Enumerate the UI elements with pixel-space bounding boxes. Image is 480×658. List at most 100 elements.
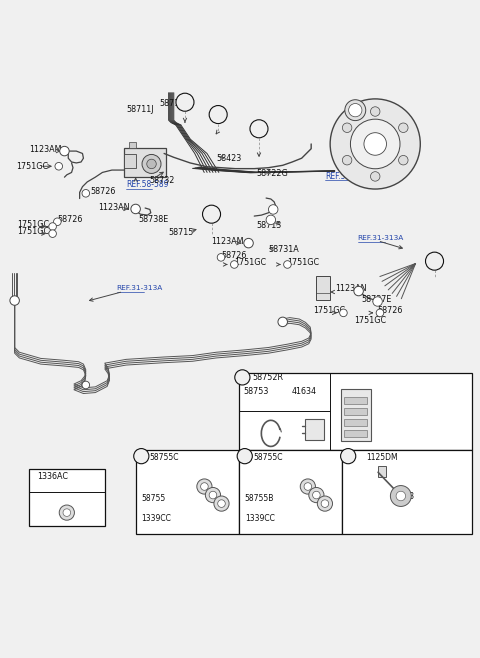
Circle shape [317, 496, 333, 511]
Text: b: b [139, 451, 144, 461]
Text: 58752R: 58752R [252, 373, 283, 382]
Circle shape [309, 488, 324, 503]
Bar [344, 397, 367, 404]
Circle shape [425, 252, 444, 270]
Text: 1751GC: 1751GC [17, 227, 49, 236]
Circle shape [330, 99, 420, 189]
Circle shape [54, 218, 61, 226]
Text: 58712: 58712 [159, 99, 185, 108]
Text: 1751GC: 1751GC [234, 258, 266, 267]
Circle shape [49, 222, 56, 230]
Text: 41634: 41634 [291, 388, 316, 397]
Circle shape [230, 261, 238, 268]
Text: 58423: 58423 [216, 154, 241, 163]
Bar [136, 450, 239, 534]
Text: 58755C: 58755C [150, 453, 180, 462]
Circle shape [201, 483, 208, 490]
Circle shape [235, 370, 250, 385]
Circle shape [342, 123, 352, 132]
Circle shape [131, 204, 140, 214]
Text: a: a [182, 98, 188, 107]
Text: 58715: 58715 [169, 228, 194, 237]
Bar [341, 390, 372, 442]
Circle shape [218, 500, 225, 507]
Circle shape [214, 496, 229, 511]
Bar [124, 148, 167, 177]
Text: 1336AC: 1336AC [37, 472, 69, 480]
Text: REF.31-313A: REF.31-313A [117, 285, 163, 291]
Text: REF.58-585: REF.58-585 [325, 172, 368, 181]
Bar [29, 469, 105, 526]
Circle shape [300, 479, 315, 494]
Circle shape [268, 205, 278, 215]
Circle shape [10, 296, 19, 305]
Bar [344, 430, 367, 437]
Circle shape [203, 205, 220, 223]
Circle shape [209, 105, 227, 124]
Text: 58755C: 58755C [253, 453, 283, 462]
Circle shape [364, 133, 386, 155]
Text: 1339CC: 1339CC [245, 515, 275, 523]
Text: c: c [257, 124, 261, 134]
Circle shape [312, 492, 320, 499]
Circle shape [63, 509, 71, 517]
Text: 1751GC: 1751GC [17, 220, 49, 229]
Text: d: d [346, 451, 350, 461]
Text: REF.58-589: REF.58-589 [126, 180, 168, 190]
Circle shape [390, 486, 411, 507]
Circle shape [250, 120, 268, 138]
Text: a: a [240, 373, 245, 382]
Circle shape [205, 488, 220, 503]
Circle shape [142, 155, 161, 174]
Text: 58755B: 58755B [245, 494, 274, 503]
Text: 58711J: 58711J [126, 105, 154, 114]
Text: 58753: 58753 [244, 388, 269, 397]
Text: 58737E: 58737E [361, 295, 391, 304]
Text: a: a [209, 210, 214, 218]
Circle shape [209, 492, 217, 499]
Text: 58713: 58713 [257, 221, 282, 230]
Text: 1751GC: 1751GC [16, 162, 48, 171]
Circle shape [284, 261, 291, 268]
Bar [239, 450, 342, 534]
Text: 58726: 58726 [57, 215, 83, 224]
Circle shape [398, 123, 408, 132]
Circle shape [348, 103, 362, 117]
Text: b: b [216, 110, 221, 119]
Circle shape [60, 146, 69, 156]
Circle shape [350, 119, 400, 168]
Circle shape [82, 190, 90, 197]
Text: 1751GC: 1751GC [313, 307, 346, 315]
Circle shape [244, 238, 253, 248]
Bar [378, 466, 385, 477]
Bar [342, 450, 471, 534]
Text: 58722G: 58722G [257, 169, 288, 178]
Circle shape [59, 505, 74, 520]
Circle shape [371, 107, 380, 116]
Text: 1751GC: 1751GC [288, 258, 320, 267]
Circle shape [396, 492, 406, 501]
Text: 58726: 58726 [378, 307, 403, 315]
Circle shape [134, 449, 149, 464]
Bar [335, 128, 361, 161]
Circle shape [266, 215, 276, 224]
Text: 1123AM: 1123AM [212, 237, 244, 245]
Bar [124, 154, 136, 168]
Text: 58726: 58726 [91, 187, 116, 196]
Text: 1123AM: 1123AM [29, 145, 61, 154]
Text: 58723: 58723 [390, 492, 414, 501]
Text: 58731A: 58731A [268, 245, 299, 254]
Text: 1125DM: 1125DM [366, 453, 398, 462]
Text: 1123AN: 1123AN [335, 284, 366, 293]
Circle shape [354, 286, 363, 296]
Circle shape [342, 155, 352, 165]
Circle shape [49, 230, 56, 238]
Circle shape [340, 309, 347, 316]
Circle shape [345, 100, 366, 120]
Circle shape [82, 381, 90, 389]
Text: 1751GC: 1751GC [354, 316, 386, 325]
Text: 58726: 58726 [221, 251, 246, 260]
Text: c: c [243, 451, 247, 461]
Circle shape [237, 449, 252, 464]
Text: 1339CC: 1339CC [141, 515, 171, 523]
